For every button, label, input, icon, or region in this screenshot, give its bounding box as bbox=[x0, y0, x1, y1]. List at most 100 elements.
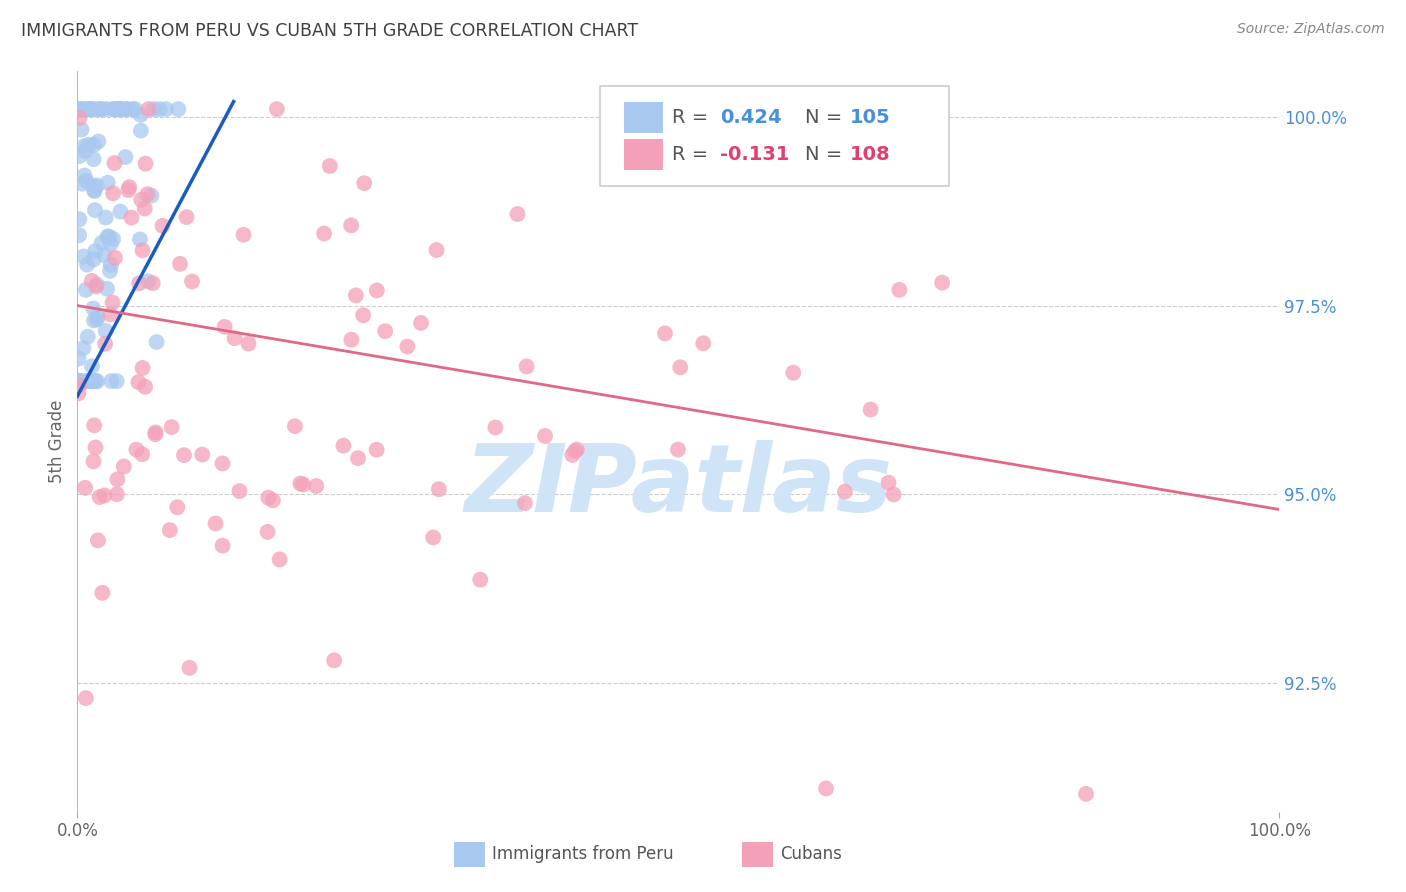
Point bbox=[79, 374, 101, 388]
Point bbox=[86, 178, 108, 193]
Point bbox=[129, 232, 152, 246]
Point bbox=[654, 326, 676, 341]
Point bbox=[82, 178, 104, 193]
Point bbox=[142, 276, 165, 290]
Point bbox=[75, 144, 97, 158]
Point bbox=[115, 102, 138, 116]
Point bbox=[931, 276, 953, 290]
Point bbox=[75, 174, 97, 188]
Point bbox=[105, 472, 128, 486]
Point bbox=[96, 229, 118, 244]
Point bbox=[108, 102, 131, 116]
Point bbox=[89, 490, 111, 504]
Point bbox=[112, 459, 135, 474]
Point bbox=[143, 427, 166, 442]
Point bbox=[155, 102, 177, 116]
Point bbox=[173, 448, 195, 462]
Point bbox=[73, 249, 96, 263]
Point bbox=[67, 228, 90, 243]
Text: 0.424: 0.424 bbox=[720, 108, 782, 127]
Point bbox=[284, 419, 307, 434]
Point bbox=[76, 374, 98, 388]
Point bbox=[238, 336, 260, 351]
Point bbox=[564, 444, 586, 458]
Point bbox=[67, 149, 90, 163]
Point bbox=[204, 516, 226, 531]
Text: R =: R = bbox=[672, 108, 714, 127]
Point bbox=[176, 210, 198, 224]
Point bbox=[93, 488, 115, 502]
Point bbox=[121, 211, 143, 225]
Point bbox=[211, 457, 233, 471]
Point bbox=[128, 277, 150, 291]
Point bbox=[134, 202, 156, 216]
Point bbox=[181, 275, 204, 289]
Point bbox=[105, 487, 128, 501]
Point bbox=[77, 102, 100, 116]
Point bbox=[513, 496, 536, 510]
Point bbox=[883, 487, 905, 501]
Point bbox=[104, 251, 127, 265]
Point bbox=[80, 102, 103, 116]
Point bbox=[340, 333, 363, 347]
FancyBboxPatch shape bbox=[624, 139, 662, 170]
Point bbox=[814, 781, 837, 796]
Point bbox=[131, 447, 153, 461]
Point bbox=[266, 102, 288, 116]
Point bbox=[100, 374, 122, 388]
Point bbox=[125, 442, 148, 457]
Point bbox=[101, 232, 124, 246]
Point bbox=[115, 102, 138, 116]
Point bbox=[167, 102, 190, 116]
Point bbox=[72, 341, 94, 355]
Point bbox=[145, 425, 167, 440]
Point bbox=[121, 102, 143, 116]
Point bbox=[470, 573, 492, 587]
Point bbox=[211, 539, 233, 553]
Text: Cubans: Cubans bbox=[780, 845, 842, 863]
Point bbox=[79, 374, 101, 388]
FancyBboxPatch shape bbox=[454, 842, 485, 867]
Point bbox=[292, 477, 315, 491]
Point bbox=[90, 102, 112, 116]
Point bbox=[90, 102, 112, 116]
Point bbox=[290, 476, 312, 491]
Point bbox=[136, 187, 159, 202]
Point bbox=[859, 402, 882, 417]
Point bbox=[83, 152, 105, 166]
Point bbox=[877, 475, 900, 490]
Text: IMMIGRANTS FROM PERU VS CUBAN 5TH GRADE CORRELATION CHART: IMMIGRANTS FROM PERU VS CUBAN 5TH GRADE … bbox=[21, 22, 638, 40]
FancyBboxPatch shape bbox=[600, 87, 949, 186]
Point bbox=[86, 312, 108, 326]
Point bbox=[75, 481, 97, 495]
Point bbox=[344, 288, 367, 302]
Point bbox=[366, 442, 388, 457]
Point bbox=[166, 500, 188, 515]
Point bbox=[100, 258, 122, 272]
Point bbox=[224, 331, 246, 345]
Point bbox=[105, 102, 128, 116]
Point bbox=[98, 264, 121, 278]
Point bbox=[76, 258, 98, 272]
Point bbox=[110, 204, 132, 219]
Point bbox=[97, 229, 120, 244]
Point bbox=[666, 442, 689, 457]
Point bbox=[152, 219, 174, 233]
Point bbox=[422, 530, 444, 544]
Point bbox=[347, 451, 370, 466]
Point bbox=[101, 295, 124, 310]
Point bbox=[75, 691, 97, 706]
Point bbox=[82, 301, 104, 316]
Point bbox=[86, 374, 108, 388]
Point bbox=[136, 274, 159, 288]
Point bbox=[782, 366, 804, 380]
Point bbox=[100, 308, 122, 322]
Point bbox=[69, 111, 91, 125]
Point bbox=[340, 219, 363, 233]
Point bbox=[83, 313, 105, 327]
Point bbox=[323, 653, 346, 667]
Point bbox=[352, 308, 374, 322]
Point bbox=[131, 193, 153, 207]
Point bbox=[129, 123, 152, 137]
Point bbox=[484, 420, 506, 434]
